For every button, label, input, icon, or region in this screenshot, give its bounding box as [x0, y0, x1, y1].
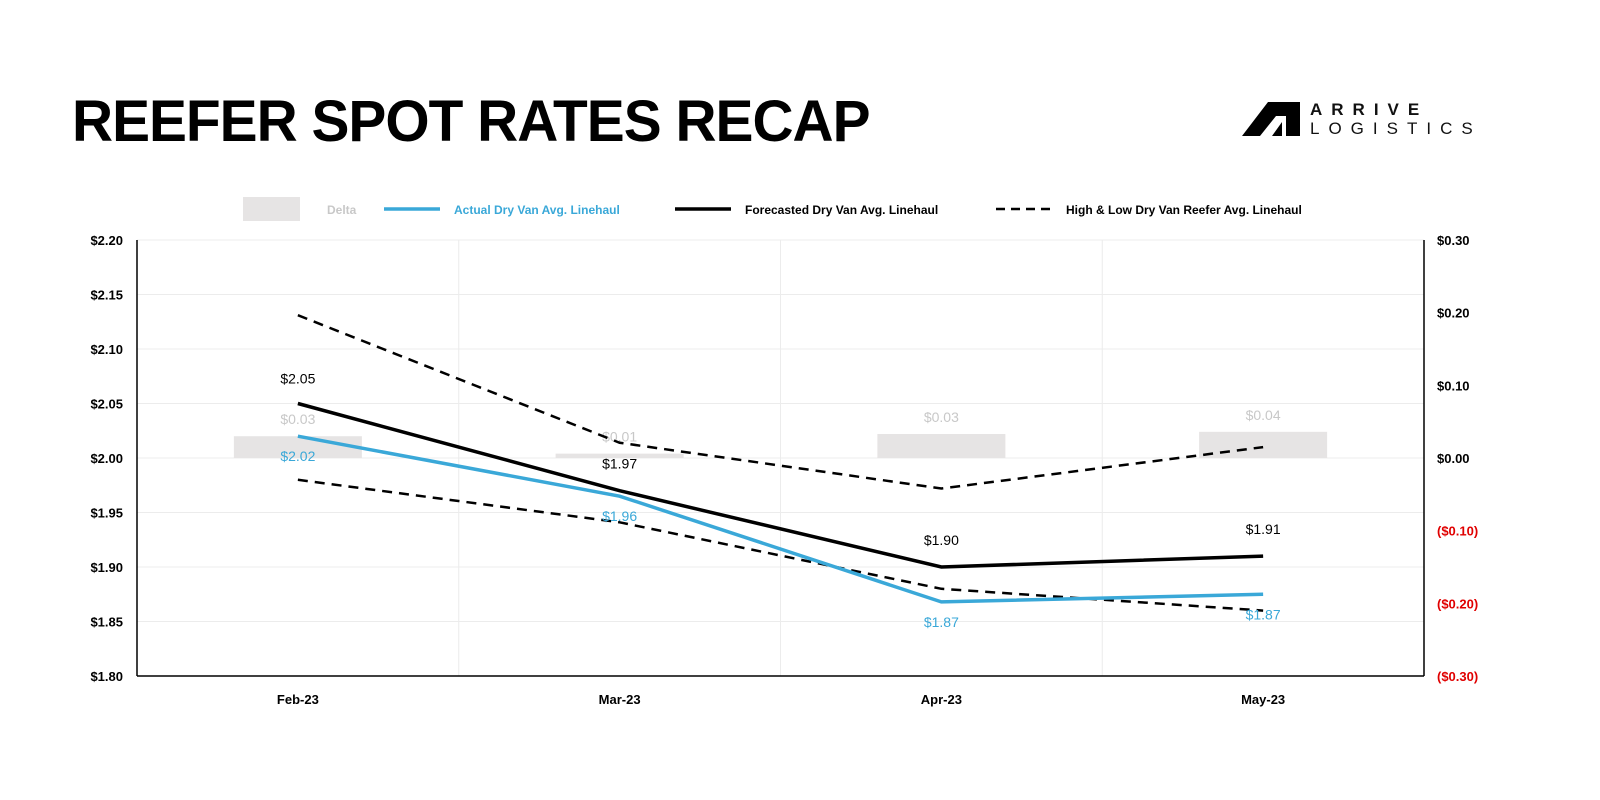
y-left-tick-label: $1.80 [90, 669, 123, 684]
legend-actual-label: Actual Dry Van Avg. Linehaul [454, 203, 620, 217]
y-left-tick-label: $1.95 [90, 506, 123, 521]
y-right-tick-label: ($0.20) [1437, 596, 1478, 611]
low-series-line [297, 478, 1264, 612]
legend-delta-label: Delta [327, 203, 357, 217]
y-right-tick-label: $0.00 [1437, 451, 1470, 466]
delta-data-label: $0.03 [280, 411, 315, 427]
y-left-tick-label: $2.05 [90, 397, 123, 412]
y-right-tick-label: ($0.30) [1437, 669, 1478, 684]
delta-data-label: $0.03 [924, 409, 959, 425]
forecast-data-label: $1.97 [602, 456, 637, 472]
delta-data-label: $0.01 [602, 429, 637, 445]
arrive-logo-icon [1242, 102, 1300, 136]
forecast-data-label: $1.90 [924, 532, 959, 548]
delta-bar [877, 434, 1006, 458]
x-tick-label: Apr-23 [921, 692, 962, 707]
logo-line2: LOGISTICS [1310, 119, 1482, 138]
y-left-tick-label: $2.10 [90, 342, 123, 357]
y-right-tick-label: $0.30 [1437, 233, 1470, 248]
high-series-line [297, 314, 1264, 490]
actual-series-line [297, 434, 1264, 604]
y-right-tick-label: $0.10 [1437, 378, 1470, 393]
actual-data-label: $1.87 [924, 614, 959, 630]
actual-data-label: $1.87 [1246, 606, 1281, 622]
y-left-tick-label: $1.85 [90, 615, 123, 630]
legend-highlow-label: High & Low Dry Van Reefer Avg. Linehaul [1066, 203, 1302, 217]
forecast-data-label: $1.91 [1246, 521, 1281, 537]
y-right-tick-label: ($0.10) [1437, 524, 1478, 539]
delta-bar [555, 453, 684, 458]
page-title: REEFER SPOT RATES RECAP [72, 89, 871, 154]
delta-bar [1199, 431, 1328, 458]
y-right-tick-label: $0.20 [1437, 306, 1470, 321]
arrive-logistics-logo: ARRIVE LOGISTICS [1242, 100, 1482, 138]
actual-data-label: $2.02 [280, 448, 315, 464]
actual-data-label: $1.96 [602, 508, 637, 524]
delta-data-label: $0.04 [1246, 407, 1281, 423]
y-left-tick-label: $2.15 [90, 288, 123, 303]
legend-delta-swatch [243, 197, 300, 221]
y-left-tick-label: $2.20 [90, 233, 123, 248]
forecast-series-line [297, 401, 1264, 569]
x-tick-label: Mar-23 [599, 692, 641, 707]
forecast-data-label: $2.05 [280, 371, 315, 387]
logo-line1: ARRIVE [1310, 100, 1429, 119]
legend-forecast-label: Forecasted Dry Van Avg. Linehaul [745, 203, 938, 217]
y-left-tick-label: $1.90 [90, 560, 123, 575]
y-left-tick-label: $2.00 [90, 451, 123, 466]
x-tick-label: Feb-23 [277, 692, 319, 707]
x-tick-label: May-23 [1241, 692, 1285, 707]
